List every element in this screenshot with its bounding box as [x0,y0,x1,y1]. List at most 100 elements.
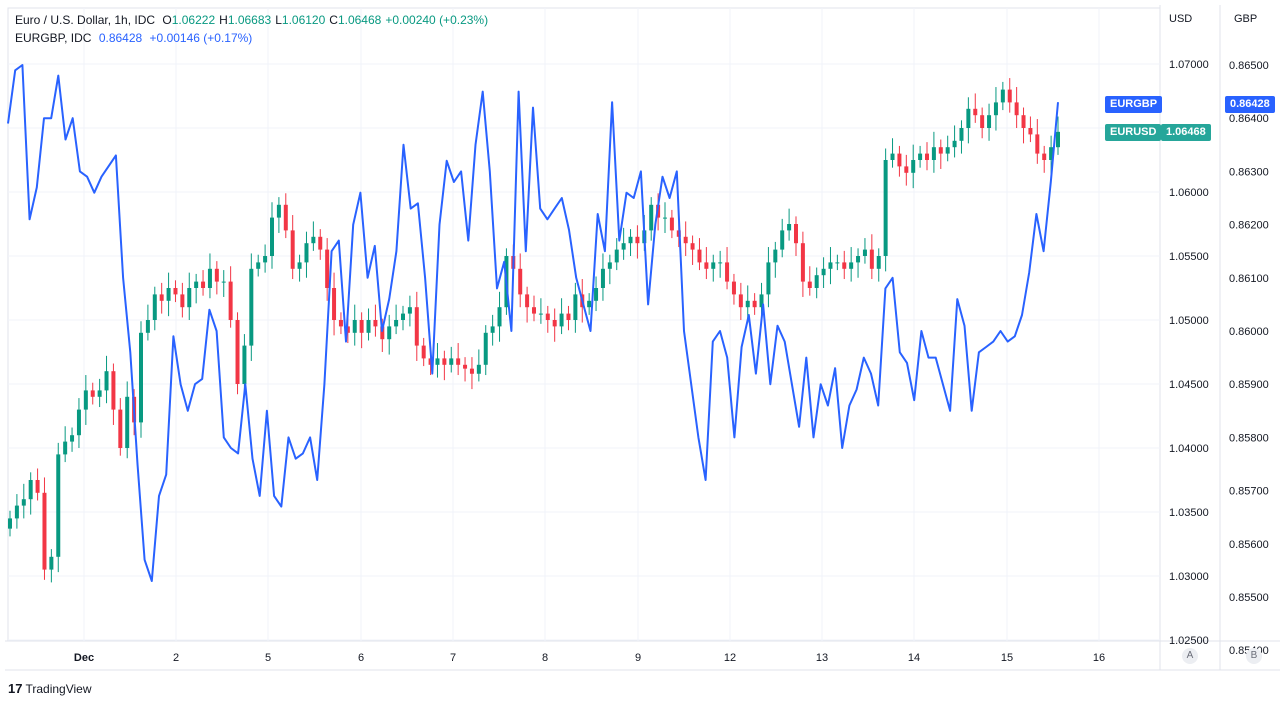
candle-body [532,307,536,314]
candle-body [945,147,950,154]
open-label: O [162,13,172,27]
eurgbp-legend-value: 0.86428 [98,31,143,45]
eurusd-candle [814,267,819,299]
eurgbp-line [7,64,1059,582]
eurusd-candle [297,254,302,282]
candle-body [704,262,709,269]
candle-body [787,224,792,231]
candle-body [235,320,240,384]
eurusd-candle [414,291,419,361]
candle-body [1035,134,1040,154]
time-tick-label: 6 [358,652,364,664]
candle-body [373,320,378,327]
eurusd-candle [600,253,605,301]
eurusd-candle [669,209,674,239]
candle-body [1021,115,1026,128]
eurusd-candle [187,272,192,320]
eurusd-name-tag: EURUSD [1105,124,1162,141]
eurusd-candle [387,314,392,355]
candle-body [938,147,943,154]
gbp-axis-unit: GBP [1234,13,1258,25]
candle-body [394,320,399,327]
tradingview-brand[interactable]: 17 TradingView [8,681,92,696]
eurusd-candle [497,291,502,342]
price-axes: 1.070001.065001.060001.055001.050001.045… [1169,59,1269,657]
candle-body [573,294,578,320]
eurusd-candle [538,298,543,324]
eurusd-candle [594,276,599,312]
eurusd-candle [711,254,716,282]
candle-body [1007,89,1012,103]
gbp-tick-label: 0.85600 [1229,539,1269,551]
candle-body [359,320,364,333]
eurusd-candle [993,87,998,131]
candle-body [731,281,736,295]
eurusd-candle [800,231,805,297]
eurusd-candle [159,282,164,314]
eurusd-candle [869,234,874,280]
candle-body [139,332,143,423]
eurusd-candle [738,282,743,320]
eurusd-candle [690,235,695,265]
eurusd-candle [794,216,798,256]
candle-body [152,294,157,320]
candle-body [566,313,571,320]
open-value: 1.06222 [171,13,216,27]
eurusd-candle [614,238,619,271]
candle-body [890,153,895,160]
scale-a-button[interactable]: A [1182,648,1198,664]
eurusd-candle [973,93,978,123]
eurusd-candle [304,231,309,278]
candle-body [552,320,557,327]
candle-body [70,435,75,442]
eurusd-candle [49,549,54,583]
eurusd-candle [476,349,481,382]
eurusd-candle [249,253,254,361]
candle-body [318,236,323,250]
candle-body [90,390,95,397]
candle-body [449,358,454,365]
candle-body [980,115,985,128]
eurusd-candle [828,247,833,285]
candle-body [83,390,88,410]
eurusd-candle [663,202,667,233]
eurusd-candle [918,145,923,168]
eurusd-candle [559,298,564,335]
candle-body [249,268,254,346]
candle-body [435,358,440,365]
eurusd-candle [194,273,199,304]
eurusd-candle [366,308,371,341]
eurusd-change: +0.00240 (+0.23%) [385,13,489,27]
eurusd-candle [311,221,316,251]
eurusd-candle [207,253,212,299]
candle-body [387,326,392,340]
eurusd-candle [435,343,440,378]
eurusd-candle [118,398,123,456]
candle-body [697,249,702,263]
candle-body [594,288,599,301]
candle-body [270,217,274,256]
candle-body [835,262,840,264]
eurusd-candle [166,272,171,317]
gbp-tick-label: 0.85900 [1229,379,1269,391]
eurusd-candle [270,202,274,269]
candle-body [794,224,798,244]
eurusd-candle [931,131,936,173]
candle-body [187,288,192,308]
eurusd-candle [421,337,426,367]
scale-b-button[interactable]: B [1246,648,1262,664]
candle-body [366,320,371,333]
eurusd-candle [449,346,454,373]
time-tick-label: 7 [450,652,456,664]
candle-body [214,268,219,282]
candle-body [345,326,350,333]
candle-body [352,320,357,333]
candle-body [663,217,667,219]
eurusd-candle [407,295,412,327]
eurusd-candle [525,286,530,323]
candle-body [807,281,812,288]
time-tick-label: 16 [1093,652,1105,664]
candle-body [518,268,523,295]
eurusd-candle [373,304,378,337]
